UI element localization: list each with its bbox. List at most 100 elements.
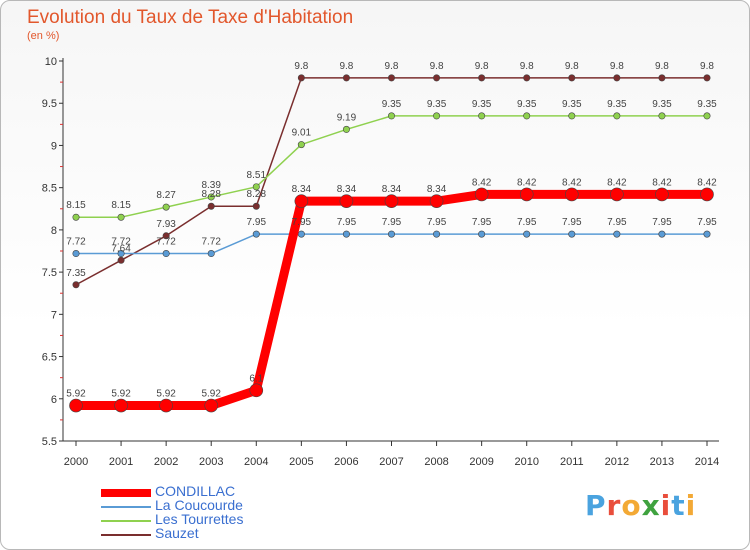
data-point [72,281,80,289]
data-point [339,194,354,208]
legend-label: Sauzet [155,525,199,541]
data-point [523,112,531,120]
y-tick-label: 10 [45,56,57,68]
y-tick-label: 6 [51,394,57,406]
data-point [564,187,579,202]
legend-swatch [101,534,151,536]
data-point [342,74,350,82]
logo-letter: r [606,489,622,522]
data-label: 8.27 [156,190,176,201]
data-label: 7.35 [66,268,86,279]
data-label: 9.19 [337,112,357,123]
data-point [297,141,305,149]
data-label: 8.42 [472,177,492,188]
data-point [387,74,395,82]
y-tick-label: 7 [51,309,57,321]
data-point [69,398,83,413]
data-label: 7.95 [427,217,447,228]
data-label: 7.72 [201,237,221,248]
data-point [162,232,170,240]
data-point [703,74,711,82]
data-point [568,230,576,238]
data-label: 6.1 [249,373,263,384]
x-tick-label: 2012 [605,456,629,468]
data-point [207,202,215,210]
x-tick-label: 2003 [199,456,223,468]
data-point [478,112,486,120]
x-tick-label: 2013 [650,456,674,468]
x-tick-label: 2001 [109,456,133,468]
y-tick-label: 8 [51,225,57,237]
data-label: 8.34 [292,184,312,195]
x-tick-label: 2008 [424,456,448,468]
data-point [252,230,260,238]
data-label: 8.34 [427,184,447,195]
data-point [658,230,666,238]
data-point [297,230,305,238]
legend-label: Les Tourrettes [155,511,244,527]
data-point [523,230,531,238]
data-point [568,112,576,120]
data-label: 9.8 [294,61,308,72]
y-tick-label: 6.5 [42,352,57,364]
data-point [207,193,215,201]
data-label: 7.64 [111,243,131,254]
proxiti-logo: Proxiti [585,489,696,522]
data-point [655,187,669,202]
data-label: 7.72 [156,237,176,248]
data-label: 9.8 [520,61,534,72]
y-tick-label: 7.5 [42,267,57,279]
data-point [429,194,444,208]
x-tick-label: 2007 [379,456,403,468]
data-label: 8.51 [247,170,267,181]
data-point [523,74,531,82]
data-point [478,74,486,82]
x-tick-label: 2005 [289,456,313,468]
data-label: 8.28 [201,189,221,200]
data-point [387,230,395,238]
data-point [162,250,170,258]
data-point [342,125,350,133]
data-point [204,398,219,413]
data-label: 7.95 [697,217,717,228]
data-label: 7.95 [337,217,357,228]
data-label: 7.95 [382,217,402,228]
legend-swatch [101,489,151,497]
y-tick-label: 9 [51,140,57,152]
data-point [162,203,170,211]
data-label: 7.95 [517,217,537,228]
data-point [297,74,305,82]
data-point [252,183,260,191]
data-point [658,74,666,82]
x-tick-label: 2010 [514,456,538,468]
data-label: 9.8 [339,61,353,72]
data-point [387,112,395,120]
data-label: 9.8 [565,61,579,72]
legend-label: CONDILLAC [155,483,236,499]
data-label: 5.92 [111,389,131,400]
data-label: 8.42 [562,177,582,188]
data-label: 8.34 [337,184,357,195]
data-label: 9.35 [607,99,627,110]
data-label: 9.01 [292,128,312,139]
data-label: 8.42 [697,177,717,188]
data-label: 7.95 [607,217,627,228]
data-point [474,187,489,202]
x-tick-label: 2009 [469,456,493,468]
x-tick-label: 2011 [560,456,584,468]
x-tick-label: 2006 [334,456,358,468]
data-label: 8.42 [517,177,537,188]
data-label: 7.95 [472,217,492,228]
data-point [613,74,621,82]
data-point [72,250,80,258]
data-label: 9.35 [472,99,492,110]
data-point [159,398,173,413]
data-label: 5.92 [156,389,176,400]
y-tick-label: 9.5 [42,98,57,110]
data-label: 7.72 [111,237,131,248]
x-tick-label: 2000 [64,456,88,468]
data-label: 7.95 [247,217,267,228]
data-label: 9.8 [655,61,669,72]
legend-label: La Coucourde [155,497,243,513]
